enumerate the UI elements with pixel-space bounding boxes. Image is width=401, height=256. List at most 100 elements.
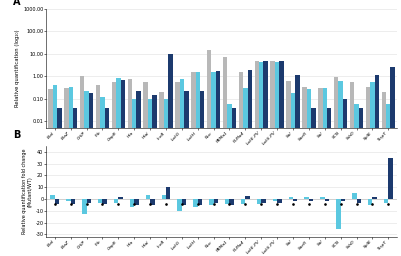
Bar [255, 61, 259, 256]
Bar [182, 199, 186, 205]
Bar [191, 72, 196, 256]
Bar [370, 82, 375, 256]
Bar [261, 199, 266, 202]
Bar [146, 196, 150, 199]
Bar [89, 93, 93, 256]
Bar [71, 199, 75, 204]
Bar [152, 95, 157, 256]
Bar [96, 85, 100, 256]
Bar [229, 199, 234, 205]
Bar [130, 199, 134, 207]
Bar [302, 87, 307, 256]
Bar [150, 199, 154, 205]
Bar [277, 199, 282, 202]
Bar [384, 199, 388, 202]
Bar [325, 199, 329, 201]
Bar [352, 193, 356, 199]
Bar [66, 199, 71, 201]
Bar [209, 199, 214, 205]
Bar [368, 199, 373, 205]
Bar [243, 88, 247, 256]
Bar [356, 199, 361, 202]
Bar [116, 78, 121, 256]
Bar [382, 92, 386, 256]
Bar [200, 91, 205, 256]
Bar [55, 199, 59, 204]
Bar [350, 82, 354, 256]
Bar [134, 199, 139, 205]
Bar [257, 199, 261, 204]
Bar [48, 89, 53, 256]
Text: B: B [13, 131, 20, 141]
Bar [73, 108, 77, 256]
Bar [232, 108, 236, 256]
Bar [273, 199, 277, 201]
Bar [259, 62, 263, 256]
Bar [211, 72, 216, 256]
Bar [180, 79, 184, 256]
Bar [175, 82, 180, 256]
Bar [121, 80, 125, 256]
Bar [289, 197, 293, 199]
Bar [64, 88, 69, 256]
Bar [336, 199, 340, 229]
Bar [327, 108, 331, 256]
Bar [375, 74, 379, 256]
Bar [354, 104, 359, 256]
Bar [227, 104, 232, 256]
Bar [359, 108, 363, 256]
Bar [340, 199, 345, 201]
Bar [136, 91, 141, 256]
Bar [98, 199, 103, 203]
Bar [53, 85, 57, 256]
Bar [198, 199, 202, 205]
Bar [214, 199, 218, 202]
Bar [270, 61, 275, 256]
Bar [164, 99, 168, 256]
Bar [279, 61, 284, 256]
Bar [309, 199, 313, 201]
Bar [162, 195, 166, 199]
Bar [168, 54, 173, 256]
Bar [80, 76, 84, 256]
Bar [103, 199, 107, 204]
Bar [132, 99, 136, 256]
Bar [366, 87, 370, 256]
Bar [334, 77, 338, 256]
Bar [196, 72, 200, 256]
Bar [177, 199, 182, 211]
Bar [225, 199, 229, 204]
Bar [57, 108, 61, 256]
Bar [245, 196, 250, 199]
Bar [275, 62, 279, 256]
Bar [241, 199, 245, 204]
Y-axis label: Relative quantification fold change
(Mutant/WT): Relative quantification fold change (Mut… [22, 149, 32, 234]
Bar [100, 97, 105, 256]
Legend: WT, Δagr, ΔsarA: WT, Δagr, ΔsarA [189, 176, 254, 185]
Bar [105, 108, 109, 256]
Bar [118, 197, 123, 199]
Bar [223, 57, 227, 256]
Bar [51, 196, 55, 199]
Bar [343, 99, 347, 256]
Bar [144, 82, 148, 256]
Bar [318, 88, 322, 256]
Bar [320, 197, 325, 199]
Bar [216, 71, 220, 256]
Bar [148, 99, 152, 256]
Bar [84, 91, 89, 256]
Bar [239, 72, 243, 256]
Bar [391, 67, 395, 256]
Text: A: A [13, 0, 20, 7]
Bar [82, 199, 87, 214]
Bar [307, 89, 311, 256]
Bar [373, 197, 377, 199]
Bar [388, 158, 393, 199]
Y-axis label: Relative quantification (log₂₀): Relative quantification (log₂₀) [15, 30, 20, 107]
Bar [193, 199, 198, 207]
Bar [87, 199, 91, 202]
Bar [322, 88, 327, 256]
Bar [184, 91, 188, 256]
Bar [159, 92, 164, 256]
Bar [304, 197, 309, 199]
